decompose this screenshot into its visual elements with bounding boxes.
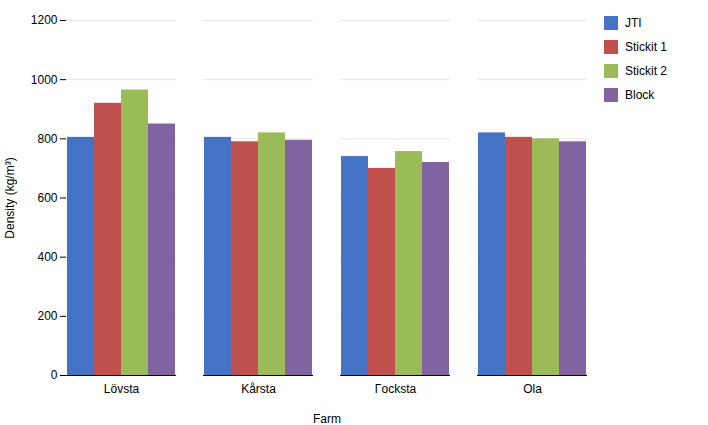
svg-text:Kårsta: Kårsta <box>241 382 276 396</box>
svg-text:Γocksta: Γocksta <box>375 382 417 396</box>
html-text:Block: Block <box>625 88 655 102</box>
svg-text:1000: 1000 <box>31 73 58 87</box>
svg-text:Farm: Farm <box>313 412 341 425</box>
svg-text:Density (kg/m³): Density (kg/m³) <box>3 157 17 238</box>
svg-text:0: 0 <box>51 368 58 382</box>
svg-text:Ola: Ola <box>523 382 542 396</box>
svg-text:200: 200 <box>37 309 57 323</box>
html-text:Stickit 1: Stickit 1 <box>625 40 667 54</box>
svg-text:600: 600 <box>37 191 57 205</box>
html-text:Stickit 2: Stickit 2 <box>625 64 667 78</box>
svg-text:400: 400 <box>37 250 57 264</box>
svg-text:Lövsta: Lövsta <box>104 382 140 396</box>
svg-text:800: 800 <box>37 132 57 146</box>
html-text:JTI: JTI <box>625 16 642 30</box>
svg-text:1200: 1200 <box>31 13 58 27</box>
